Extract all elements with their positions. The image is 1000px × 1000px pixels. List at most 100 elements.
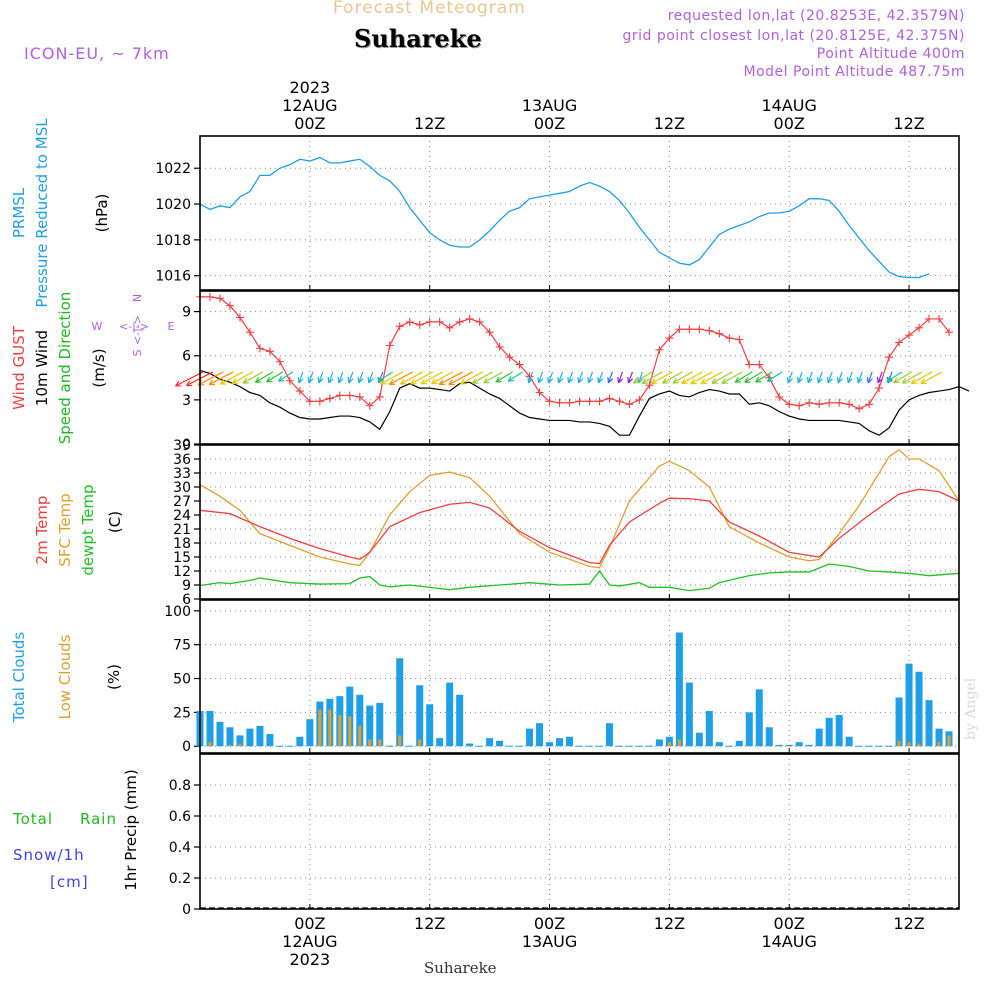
total-clouds-label: Total Clouds bbox=[10, 632, 28, 724]
wind-arrow bbox=[317, 371, 324, 384]
wind-gust-point bbox=[935, 314, 944, 323]
total-cloud-bar bbox=[306, 719, 314, 747]
wind-gust-point bbox=[565, 398, 574, 407]
wind-gust-point bbox=[385, 341, 394, 350]
wind-arrow bbox=[410, 371, 433, 385]
top-time-label: 13AUG bbox=[522, 96, 577, 115]
pressure-line bbox=[199, 156, 930, 279]
wind-gust-point bbox=[255, 344, 264, 353]
wind-gust-point bbox=[345, 391, 354, 400]
wind-gust-point bbox=[475, 317, 484, 326]
wind-gust-point bbox=[225, 301, 234, 310]
wind-gust-point bbox=[245, 328, 254, 337]
total-cloud-bar bbox=[566, 736, 574, 747]
wind-arrow bbox=[910, 371, 933, 385]
total-cloud-bar bbox=[665, 736, 673, 747]
wind-gust-point bbox=[875, 384, 884, 393]
wind-gust-point bbox=[365, 401, 374, 410]
wind-arrow bbox=[650, 371, 673, 385]
wind-arrow bbox=[876, 371, 883, 384]
ytick-label-wind: 6 bbox=[182, 349, 191, 365]
compass-s: S bbox=[131, 349, 144, 356]
ytick-label-temperature: 39 bbox=[173, 438, 191, 454]
wind-gust-point bbox=[885, 353, 894, 362]
precip-rain-label: Rain bbox=[80, 810, 117, 828]
compass-we-arrow: <-|-> bbox=[119, 320, 149, 333]
wind-arrow bbox=[547, 371, 554, 384]
low-cloud-bar bbox=[667, 742, 671, 747]
total-cloud-bar bbox=[226, 727, 234, 747]
total-cloud-bar bbox=[745, 712, 753, 747]
wind-arrow bbox=[607, 371, 614, 384]
low-cloud-bar bbox=[228, 744, 232, 747]
wind-arrow bbox=[495, 371, 513, 383]
wind-arrow bbox=[242, 371, 264, 384]
wind-gust-point bbox=[335, 391, 344, 400]
wind-gust-point bbox=[745, 360, 754, 369]
top-time-label: 14AUG bbox=[762, 96, 817, 115]
wind-arrow bbox=[537, 371, 544, 384]
ytick-label-wind: 0 bbox=[182, 437, 191, 453]
wind-arrow bbox=[893, 371, 913, 384]
chart-title: Forecast Meteogram bbox=[333, 0, 526, 18]
precip-cm-label: [cm] bbox=[50, 873, 89, 891]
ytick-label-precipitation: 0.6 bbox=[169, 809, 191, 825]
wind-gust-point bbox=[665, 334, 674, 343]
total-cloud-bar bbox=[496, 740, 504, 747]
total-cloud-bar bbox=[366, 705, 374, 747]
wind-gust-label: Wind GUST bbox=[10, 325, 28, 410]
wind-gust-point bbox=[775, 392, 784, 401]
total-cloud-bar bbox=[216, 721, 224, 747]
total-cloud-bar bbox=[775, 744, 783, 747]
total-cloud-bar bbox=[915, 671, 923, 747]
point-altitude: Point Altitude 400m bbox=[816, 46, 965, 62]
total-cloud-bar bbox=[256, 725, 264, 747]
wind-arrow bbox=[219, 371, 244, 385]
ytick-label-clouds: 0 bbox=[182, 739, 191, 755]
wind-gust-point bbox=[465, 314, 474, 323]
wind-arrow bbox=[744, 371, 763, 383]
bottom-time-label: 13AUG bbox=[522, 932, 577, 951]
wind-gust-point bbox=[585, 397, 594, 406]
wind-gust-point bbox=[355, 392, 364, 401]
bottom-time-label: 2023 bbox=[289, 950, 330, 969]
footer-station: Suhareke bbox=[424, 959, 497, 977]
total-cloud-bar bbox=[536, 723, 544, 747]
total-cloud-bar bbox=[705, 711, 713, 747]
wind-arrow bbox=[460, 371, 483, 385]
pressure-label-prmsl: PRMSL bbox=[10, 187, 28, 238]
low-cloud-bar bbox=[398, 735, 402, 747]
ytick-label-precipitation: 0.4 bbox=[169, 840, 191, 856]
total-cloud-bar bbox=[685, 682, 693, 747]
wind-gust-point bbox=[405, 317, 414, 326]
low-cloud-bar bbox=[907, 742, 911, 747]
wind-arrow bbox=[557, 371, 564, 384]
bottom-time-label: 12Z bbox=[893, 914, 924, 933]
wind-gust-point bbox=[555, 398, 564, 407]
low-cloud-bar bbox=[947, 735, 951, 747]
wind-arrow bbox=[901, 371, 923, 384]
low-cloud-bar bbox=[338, 715, 342, 747]
wind-gust-point bbox=[675, 325, 684, 334]
wind-speeddir-label: Speed and Direction bbox=[56, 292, 74, 445]
wind-gust-point bbox=[495, 342, 504, 351]
wind-gust-point bbox=[395, 322, 404, 331]
wind-gust-point bbox=[315, 397, 324, 406]
wind-gust-point bbox=[455, 317, 464, 326]
wind-gust-point bbox=[425, 317, 434, 326]
wind-gust-point bbox=[295, 387, 304, 396]
wind-gust-point bbox=[215, 294, 224, 303]
wind-direction-arrows bbox=[175, 371, 943, 387]
wind-gust-point bbox=[615, 397, 624, 406]
total-cloud-bar bbox=[895, 697, 903, 747]
bottom-time-label: 12Z bbox=[654, 914, 685, 933]
wind-gust-point bbox=[895, 338, 904, 347]
ytick-label-clouds: 25 bbox=[173, 705, 191, 721]
precip-total-label: Total bbox=[12, 810, 53, 828]
wind-gust-point bbox=[635, 395, 644, 404]
wind-arrow bbox=[681, 371, 703, 385]
wind-arrow bbox=[734, 371, 753, 383]
wind-gust-point bbox=[595, 397, 604, 406]
total-cloud-bar bbox=[396, 658, 404, 747]
wind-gust-point bbox=[415, 320, 424, 329]
